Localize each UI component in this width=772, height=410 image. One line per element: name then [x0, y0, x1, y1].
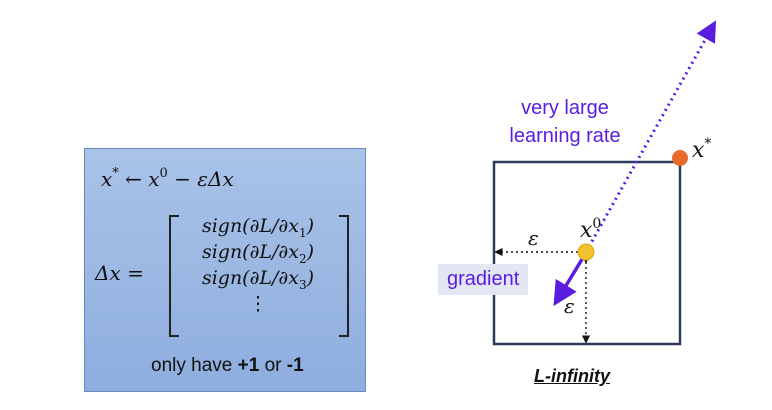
large-learning-rate-label: very large learning rate	[509, 97, 621, 147]
gradient-label: gradient	[438, 264, 529, 295]
update-rule-star: *	[112, 166, 119, 181]
sign-note: only have +1 or -1	[151, 355, 304, 376]
update-rule-x: x	[101, 167, 113, 191]
l-infinity-caption: L-infinity	[534, 366, 610, 386]
sign-gradient-matrix: sign(∂L/∂x1) sign(∂L/∂x2) sign(∂L/∂x3) ⋮	[169, 215, 349, 343]
matrix-left-bracket	[169, 215, 179, 337]
update-rule-rhs: − εΔx	[167, 167, 234, 191]
x-zero-label: x0	[580, 216, 602, 243]
minus-one: -1	[286, 355, 304, 376]
formula-box: x* ← x0 − εΔx Δx = sign(∂L/∂x1) sign(∂L/…	[84, 148, 366, 392]
large-step-arrow	[584, 20, 717, 253]
matrix-right-bracket	[339, 215, 349, 337]
delta-x-label: Δx =	[95, 261, 144, 285]
plus-one: +1	[237, 355, 260, 376]
epsilon-vertical-label: ε	[564, 294, 575, 318]
epsilon-horizontal-label: ε	[528, 226, 539, 250]
update-rule: x* ← x0 − εΔx	[101, 166, 234, 191]
matrix-row-2: sign(∂L/∂x2)	[201, 241, 315, 266]
update-rule-arrow: ← x	[118, 167, 160, 191]
matrix-row-ellipsis: ⋮	[248, 293, 268, 315]
gradient-arrow	[553, 255, 586, 307]
update-rule-zero: 0	[159, 166, 168, 181]
x0-point	[577, 243, 595, 261]
xstar-point	[672, 150, 688, 166]
l-infinity-square	[492, 160, 682, 346]
matrix-row-3: sign(∂L/∂x3)	[201, 267, 315, 292]
x-star-label: x*	[692, 136, 712, 163]
matrix-row-1: sign(∂L/∂x1)	[201, 215, 315, 240]
